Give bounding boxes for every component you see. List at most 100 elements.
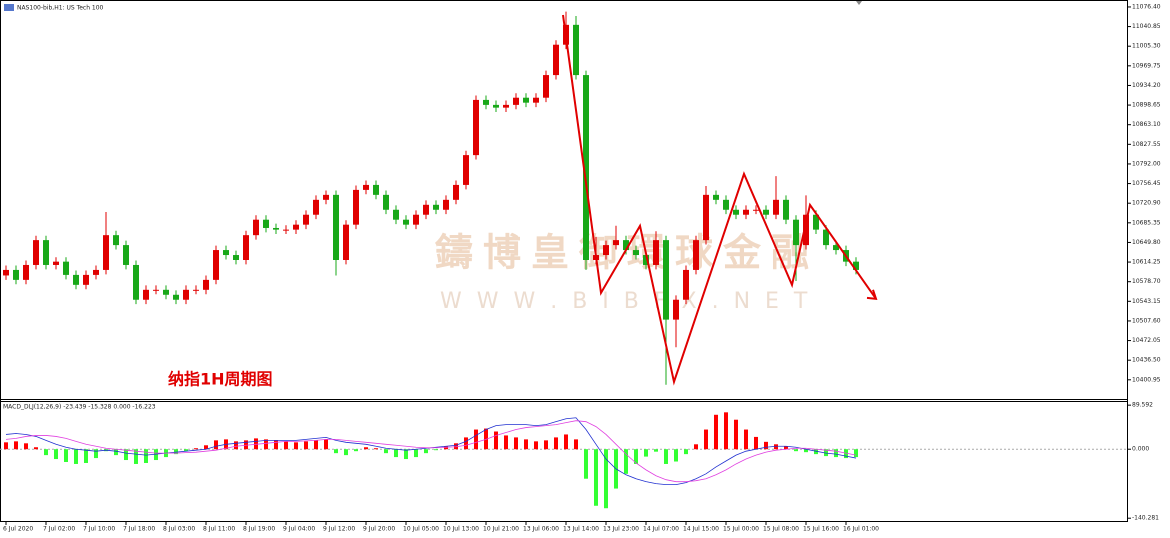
histogram-bar: [384, 449, 388, 454]
histogram-bar: [4, 442, 8, 450]
histogram-bar: [174, 449, 178, 455]
histogram-bar: [604, 449, 608, 509]
histogram-bar: [294, 442, 298, 450]
candle-body: [723, 199, 729, 210]
candle-body: [333, 194, 339, 260]
x-tick-label: 7 Jul 18:00: [123, 526, 155, 533]
candle-body: [113, 235, 119, 246]
candle-body: [23, 264, 29, 280]
x-tick-label: 10 Jul 21:00: [483, 526, 519, 533]
candle-body: [483, 99, 489, 105]
x-tick-label: 9 Jul 04:00: [283, 526, 315, 533]
candle-body: [573, 24, 579, 76]
chart-title: NAS100-bib,H1: US Tech 100: [17, 5, 104, 12]
candle-body: [743, 209, 749, 215]
candle-body: [3, 269, 9, 276]
y-tick-label: 10400.95: [1132, 376, 1161, 383]
candle-body: [303, 214, 309, 225]
y-tick-label: 10472.05: [1132, 337, 1161, 344]
histogram-bar: [784, 446, 788, 450]
candle-body: [643, 255, 649, 265]
histogram-bar: [234, 441, 238, 450]
histogram-bar: [474, 429, 478, 450]
histogram-bar: [374, 448, 378, 450]
histogram-bar: [74, 449, 78, 464]
candle-body: [293, 224, 299, 230]
candle-body: [623, 240, 629, 251]
candle-body: [63, 261, 69, 275]
histogram-bar: [204, 445, 208, 450]
x-tick-label: 14 Jul 15:00: [683, 526, 719, 533]
histogram-bar: [554, 437, 558, 450]
histogram-bar: [244, 440, 248, 450]
histogram-bar: [454, 443, 458, 450]
candle-body: [103, 235, 109, 270]
x-tick-label: 13 Jul 06:00: [523, 526, 559, 533]
histogram-bar: [664, 449, 668, 464]
candle-body: [523, 97, 529, 103]
candle-body: [33, 240, 39, 265]
candle-body: [803, 214, 809, 246]
y-tick-label: 89.592: [1132, 402, 1153, 409]
candle-body: [173, 294, 179, 300]
histogram-bar: [484, 428, 488, 450]
histogram-bar: [434, 449, 438, 451]
candle-body: [633, 250, 639, 256]
histogram-bar: [54, 449, 58, 460]
histogram-bar: [744, 429, 748, 450]
histogram-bar: [64, 449, 68, 462]
candle-body: [813, 214, 819, 230]
y-tick-label: 10649.80: [1132, 239, 1161, 246]
histogram-bar: [84, 449, 88, 463]
histogram-bar: [344, 449, 348, 456]
candle-body: [713, 194, 719, 200]
candle-body: [703, 194, 709, 241]
histogram-bar: [284, 441, 288, 450]
candle-body: [243, 235, 249, 260]
histogram-bar: [634, 449, 638, 464]
histogram-bar: [144, 449, 148, 463]
candle-body: [83, 274, 89, 285]
candle-body: [183, 289, 189, 300]
y-tick-label: 10507.60: [1132, 317, 1161, 324]
x-tick-label: 7 Jul 10:00: [83, 526, 115, 533]
candle-body: [763, 209, 769, 215]
histogram-bar: [584, 449, 588, 479]
histogram-bar: [644, 449, 648, 457]
candle-body: [373, 184, 379, 195]
y-tick-label: 11076.40: [1132, 3, 1161, 10]
candle-body: [773, 199, 779, 215]
histogram-bar: [764, 441, 768, 450]
y-tick-label: 10898.65: [1132, 102, 1161, 109]
histogram-bar: [334, 449, 338, 454]
y-tick-label: 10614.25: [1132, 259, 1161, 266]
y-tick-label: 10685.35: [1132, 219, 1161, 226]
candle-body: [233, 255, 239, 260]
candle-body: [383, 194, 389, 210]
scroll-marker: [856, 1, 862, 5]
candle-body: [163, 289, 169, 295]
y-tick-label: 10436.50: [1132, 357, 1161, 364]
candle-body: [433, 204, 439, 210]
histogram-bar: [674, 449, 678, 462]
candle-body: [283, 229, 289, 231]
histogram-bar: [134, 449, 138, 464]
candle-body: [603, 245, 609, 256]
candle-body: [133, 264, 139, 300]
histogram-bar: [564, 434, 568, 450]
histogram-bar: [734, 419, 738, 450]
zigzag-arrowhead: [866, 289, 878, 301]
candle-body: [823, 229, 829, 246]
candle-body: [493, 104, 499, 108]
candle-body: [453, 184, 459, 200]
candle-body: [123, 245, 129, 265]
histogram-bar: [724, 412, 728, 450]
histogram-bar: [444, 446, 448, 450]
x-tick-label: 14 Jul 07:00: [643, 526, 679, 533]
histogram-bar: [124, 449, 128, 461]
histogram-bar: [404, 449, 408, 460]
histogram-bar: [34, 447, 38, 450]
candle-body: [673, 299, 679, 320]
candle-body: [793, 219, 799, 246]
x-tick-label: 10 Jul 05:00: [403, 526, 439, 533]
